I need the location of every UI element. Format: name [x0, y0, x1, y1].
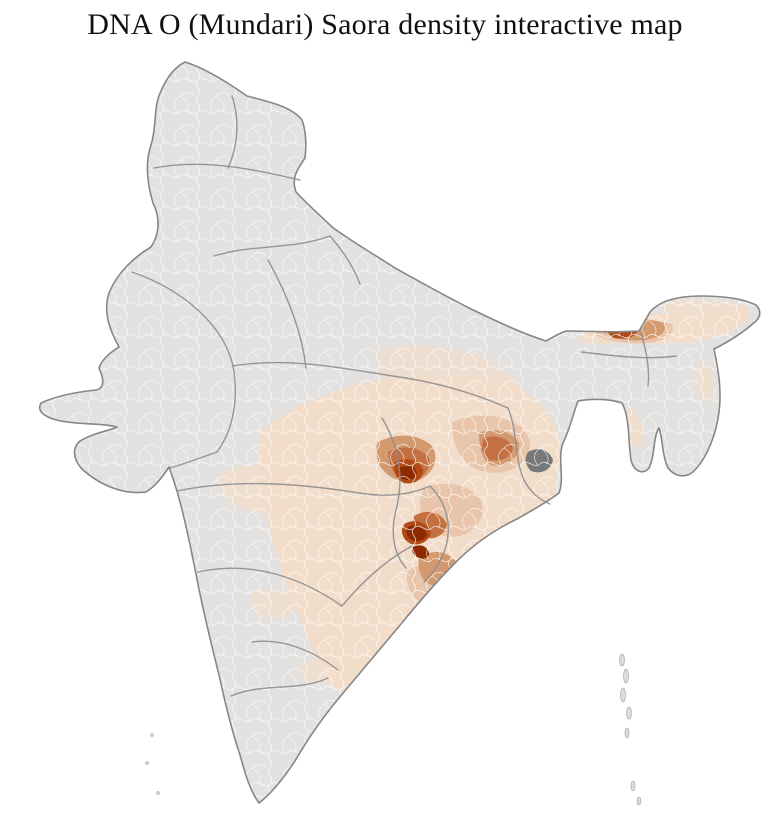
andaman-nicobar-islands[interactable] [619, 653, 642, 806]
page-title: DNA O (Mundari) Saora density interactiv… [87, 8, 683, 41]
state-borders [131, 95, 677, 697]
lakshadweep-islands[interactable] [145, 733, 160, 795]
